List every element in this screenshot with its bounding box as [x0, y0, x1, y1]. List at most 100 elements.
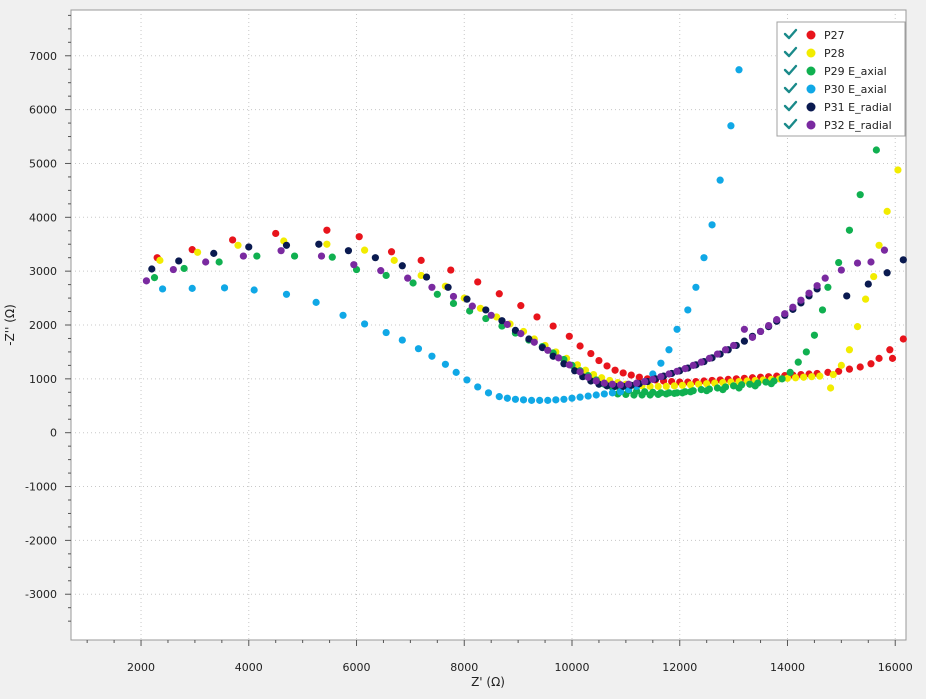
data-point — [568, 394, 576, 402]
data-point — [339, 311, 347, 319]
checkmark-icon[interactable] — [783, 100, 798, 112]
data-point — [786, 368, 794, 376]
legend-label: P30 E_axial — [824, 83, 887, 96]
data-point — [449, 299, 458, 308]
data-point — [202, 258, 210, 266]
data-point — [511, 395, 520, 403]
data-point — [360, 246, 369, 254]
data-point — [616, 388, 625, 396]
data-point — [654, 390, 662, 399]
data-point — [290, 252, 299, 260]
data-point — [573, 361, 581, 369]
data-point — [778, 375, 786, 383]
checkmark-icon[interactable] — [783, 118, 798, 130]
data-point — [468, 302, 476, 310]
data-point — [527, 396, 536, 404]
checkmark-icon[interactable] — [783, 82, 798, 94]
data-point — [495, 393, 503, 401]
y-tick-label: 1000 — [29, 373, 57, 386]
data-point — [870, 272, 878, 281]
data-point — [886, 346, 894, 354]
data-point — [587, 349, 595, 358]
x-tick-label: 12000 — [662, 661, 697, 674]
data-point — [883, 207, 891, 215]
data-point — [323, 240, 331, 248]
data-point — [428, 352, 436, 360]
data-point — [802, 348, 810, 356]
data-point — [544, 396, 552, 404]
data-point — [689, 361, 697, 369]
data-point — [328, 253, 336, 261]
legend-box — [776, 21, 906, 137]
legend-item[interactable]: P32 E_radial — [783, 118, 892, 132]
data-point — [894, 166, 902, 174]
data-point — [716, 176, 724, 184]
data-point — [867, 258, 875, 266]
series-6 — [142, 246, 889, 389]
data-point — [517, 330, 525, 338]
data-point — [727, 122, 735, 130]
data-point — [503, 394, 511, 402]
y-tick-label: -1000 — [25, 481, 57, 494]
data-point — [883, 269, 891, 277]
data-point — [845, 226, 854, 234]
series-1 — [153, 226, 907, 386]
data-point — [686, 381, 695, 389]
legend-item[interactable]: P31 E_radial — [783, 100, 892, 114]
data-point — [773, 316, 781, 324]
y-tick-label: -3000 — [25, 588, 57, 601]
data-point — [797, 296, 805, 304]
x-tick-label: 8000 — [450, 661, 478, 674]
data-point — [414, 345, 423, 353]
checkmark-icon[interactable] — [783, 46, 798, 58]
data-point — [422, 273, 431, 281]
data-point — [880, 246, 889, 254]
data-points — [142, 66, 907, 404]
data-point — [641, 377, 649, 386]
data-point — [584, 373, 592, 381]
data-point — [600, 390, 608, 398]
legend-label: P28 — [824, 47, 845, 60]
data-point — [536, 396, 544, 404]
data-point — [616, 381, 625, 389]
legend-item[interactable]: P27 — [783, 28, 845, 42]
y-tick-label: 0 — [50, 427, 57, 440]
y-axis-label: -Z'' (Ω) — [3, 304, 17, 346]
data-point — [148, 265, 156, 273]
legend[interactable]: P27 P28 P29 E_axial P30 E_axial P31 E_radial… — [776, 21, 906, 137]
data-point — [638, 391, 646, 399]
data-point — [317, 252, 326, 260]
data-point — [452, 368, 460, 376]
data-point — [853, 323, 862, 331]
legend-item[interactable]: P28 — [783, 46, 845, 60]
data-point — [142, 277, 151, 285]
series-4 — [158, 66, 743, 404]
data-point — [169, 265, 177, 274]
data-point — [856, 363, 864, 371]
data-point — [517, 302, 525, 310]
data-point — [549, 322, 557, 330]
data-point — [783, 374, 792, 382]
data-point — [210, 249, 218, 257]
x-tick-label: 16000 — [878, 661, 913, 674]
legend-label: P27 — [824, 29, 845, 42]
data-point — [808, 373, 816, 381]
legend-item[interactable]: P29 E_axial — [783, 64, 887, 78]
legend-marker — [806, 66, 816, 76]
x-tick-label: 10000 — [555, 661, 590, 674]
data-point — [576, 393, 584, 401]
data-point — [673, 325, 681, 333]
data-point — [544, 346, 552, 354]
checkmark-icon[interactable] — [783, 64, 798, 76]
data-point — [404, 274, 412, 282]
x-tick-label: 2000 — [127, 661, 155, 674]
legend-item[interactable]: P30 E_axial — [783, 82, 887, 96]
data-point — [662, 382, 670, 390]
data-point — [845, 346, 854, 354]
data-point — [888, 354, 897, 362]
checkmark-icon[interactable] — [783, 28, 798, 40]
data-point — [576, 368, 584, 376]
data-point — [576, 342, 584, 350]
data-point — [447, 266, 455, 274]
data-point — [719, 386, 727, 394]
